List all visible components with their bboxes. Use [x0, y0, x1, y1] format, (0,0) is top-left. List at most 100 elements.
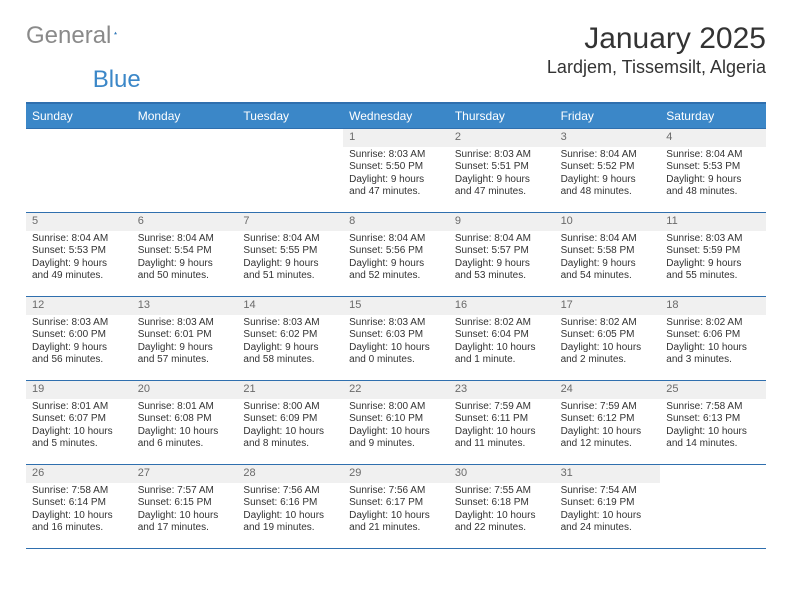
day-cell: 23Sunrise: 7:59 AMSunset: 6:11 PMDayligh…: [449, 381, 555, 464]
daylight-text: Daylight: 10 hours and 14 minutes.: [666, 426, 760, 451]
day-number: 26: [26, 465, 132, 483]
daylight-text: Daylight: 10 hours and 16 minutes.: [32, 510, 126, 535]
sunrise-text: Sunrise: 7:54 AM: [561, 485, 655, 498]
sunrise-text: Sunrise: 8:04 AM: [455, 233, 549, 246]
daylight-text: Daylight: 10 hours and 3 minutes.: [666, 342, 760, 367]
day-body: Sunrise: 7:56 AMSunset: 6:17 PMDaylight:…: [343, 483, 449, 539]
daylight-text: Daylight: 9 hours and 48 minutes.: [666, 174, 760, 199]
sunset-text: Sunset: 5:53 PM: [32, 245, 126, 258]
day-body: Sunrise: 7:58 AMSunset: 6:14 PMDaylight:…: [26, 483, 132, 539]
day-number: 21: [237, 381, 343, 399]
sunrise-text: Sunrise: 8:02 AM: [666, 317, 760, 330]
day-number: 4: [660, 129, 766, 147]
day-cell: 28Sunrise: 7:56 AMSunset: 6:16 PMDayligh…: [237, 465, 343, 548]
day-body: Sunrise: 8:03 AMSunset: 6:01 PMDaylight:…: [132, 315, 238, 371]
sunset-text: Sunset: 5:59 PM: [666, 245, 760, 258]
sunset-text: Sunset: 6:18 PM: [455, 497, 549, 510]
day-cell: 1Sunrise: 8:03 AMSunset: 5:50 PMDaylight…: [343, 129, 449, 212]
daylight-text: Daylight: 10 hours and 9 minutes.: [349, 426, 443, 451]
day-body: Sunrise: 8:00 AMSunset: 6:10 PMDaylight:…: [343, 399, 449, 455]
sunset-text: Sunset: 5:56 PM: [349, 245, 443, 258]
daylight-text: Daylight: 9 hours and 49 minutes.: [32, 258, 126, 283]
sunset-text: Sunset: 6:08 PM: [138, 413, 232, 426]
week-row: 1Sunrise: 8:03 AMSunset: 5:50 PMDaylight…: [26, 129, 766, 213]
sunset-text: Sunset: 6:01 PM: [138, 329, 232, 342]
day-cell: 13Sunrise: 8:03 AMSunset: 6:01 PMDayligh…: [132, 297, 238, 380]
sunset-text: Sunset: 5:57 PM: [455, 245, 549, 258]
day-body: Sunrise: 8:03 AMSunset: 6:02 PMDaylight:…: [237, 315, 343, 371]
sunset-text: Sunset: 6:06 PM: [666, 329, 760, 342]
day-body: Sunrise: 8:01 AMSunset: 6:08 PMDaylight:…: [132, 399, 238, 455]
sunrise-text: Sunrise: 8:01 AM: [32, 401, 126, 414]
sunrise-text: Sunrise: 8:04 AM: [138, 233, 232, 246]
daylight-text: Daylight: 10 hours and 21 minutes.: [349, 510, 443, 535]
day-number: 9: [449, 213, 555, 231]
logo-word2: Blue: [93, 66, 141, 94]
sunset-text: Sunset: 6:10 PM: [349, 413, 443, 426]
calendar-month-title: January 2025: [547, 22, 766, 55]
day-number: 6: [132, 213, 238, 231]
day-number: 7: [237, 213, 343, 231]
day-body: Sunrise: 8:01 AMSunset: 6:07 PMDaylight:…: [26, 399, 132, 455]
day-number: 25: [660, 381, 766, 399]
sunset-text: Sunset: 5:55 PM: [243, 245, 337, 258]
week-row: 19Sunrise: 8:01 AMSunset: 6:07 PMDayligh…: [26, 381, 766, 465]
sunrise-text: Sunrise: 8:04 AM: [32, 233, 126, 246]
day-cell: 25Sunrise: 7:58 AMSunset: 6:13 PMDayligh…: [660, 381, 766, 464]
day-body: Sunrise: 8:03 AMSunset: 5:59 PMDaylight:…: [660, 231, 766, 287]
sunrise-text: Sunrise: 7:58 AM: [666, 401, 760, 414]
day-body: Sunrise: 8:04 AMSunset: 5:55 PMDaylight:…: [237, 231, 343, 287]
day-number: 23: [449, 381, 555, 399]
dayname-tue: Tuesday: [237, 104, 343, 128]
daylight-text: Daylight: 9 hours and 55 minutes.: [666, 258, 760, 283]
sunrise-text: Sunrise: 7:57 AM: [138, 485, 232, 498]
daylight-text: Daylight: 10 hours and 6 minutes.: [138, 426, 232, 451]
daylight-text: Daylight: 10 hours and 0 minutes.: [349, 342, 443, 367]
sunrise-text: Sunrise: 8:03 AM: [138, 317, 232, 330]
day-cell: 26Sunrise: 7:58 AMSunset: 6:14 PMDayligh…: [26, 465, 132, 548]
sunrise-text: Sunrise: 7:59 AM: [455, 401, 549, 414]
sunrise-text: Sunrise: 8:03 AM: [243, 317, 337, 330]
day-cell: 18Sunrise: 8:02 AMSunset: 6:06 PMDayligh…: [660, 297, 766, 380]
day-body: Sunrise: 8:02 AMSunset: 6:06 PMDaylight:…: [660, 315, 766, 371]
day-number: 5: [26, 213, 132, 231]
day-body: Sunrise: 8:04 AMSunset: 5:58 PMDaylight:…: [555, 231, 661, 287]
day-cell: 20Sunrise: 8:01 AMSunset: 6:08 PMDayligh…: [132, 381, 238, 464]
sunrise-text: Sunrise: 8:04 AM: [561, 233, 655, 246]
sunrise-text: Sunrise: 8:03 AM: [32, 317, 126, 330]
sunset-text: Sunset: 6:15 PM: [138, 497, 232, 510]
daylight-text: Daylight: 9 hours and 54 minutes.: [561, 258, 655, 283]
sunrise-text: Sunrise: 7:59 AM: [561, 401, 655, 414]
logo: General: [26, 22, 134, 50]
sunset-text: Sunset: 6:11 PM: [455, 413, 549, 426]
sunset-text: Sunset: 6:17 PM: [349, 497, 443, 510]
sunrise-text: Sunrise: 8:03 AM: [349, 149, 443, 162]
day-cell: 27Sunrise: 7:57 AMSunset: 6:15 PMDayligh…: [132, 465, 238, 548]
dayname-sat: Saturday: [660, 104, 766, 128]
day-body: Sunrise: 8:03 AMSunset: 5:50 PMDaylight:…: [343, 147, 449, 203]
day-cell: [26, 129, 132, 212]
sunrise-text: Sunrise: 7:55 AM: [455, 485, 549, 498]
sunset-text: Sunset: 6:07 PM: [32, 413, 126, 426]
daylight-text: Daylight: 10 hours and 12 minutes.: [561, 426, 655, 451]
day-cell: [660, 465, 766, 548]
dayname-thu: Thursday: [449, 104, 555, 128]
day-cell: 7Sunrise: 8:04 AMSunset: 5:55 PMDaylight…: [237, 213, 343, 296]
sunset-text: Sunset: 6:00 PM: [32, 329, 126, 342]
dayname-mon: Monday: [132, 104, 238, 128]
sunrise-text: Sunrise: 8:04 AM: [561, 149, 655, 162]
day-body: Sunrise: 7:59 AMSunset: 6:12 PMDaylight:…: [555, 399, 661, 455]
daylight-text: Daylight: 9 hours and 56 minutes.: [32, 342, 126, 367]
day-cell: 3Sunrise: 8:04 AMSunset: 5:52 PMDaylight…: [555, 129, 661, 212]
day-number: 16: [449, 297, 555, 315]
day-cell: 24Sunrise: 7:59 AMSunset: 6:12 PMDayligh…: [555, 381, 661, 464]
day-cell: 30Sunrise: 7:55 AMSunset: 6:18 PMDayligh…: [449, 465, 555, 548]
day-cell: 17Sunrise: 8:02 AMSunset: 6:05 PMDayligh…: [555, 297, 661, 380]
dayname-sun: Sunday: [26, 104, 132, 128]
day-cell: 29Sunrise: 7:56 AMSunset: 6:17 PMDayligh…: [343, 465, 449, 548]
weeks-container: 1Sunrise: 8:03 AMSunset: 5:50 PMDaylight…: [26, 128, 766, 549]
sunset-text: Sunset: 5:58 PM: [561, 245, 655, 258]
day-body: Sunrise: 7:59 AMSunset: 6:11 PMDaylight:…: [449, 399, 555, 455]
day-cell: 14Sunrise: 8:03 AMSunset: 6:02 PMDayligh…: [237, 297, 343, 380]
day-body: Sunrise: 8:03 AMSunset: 5:51 PMDaylight:…: [449, 147, 555, 203]
